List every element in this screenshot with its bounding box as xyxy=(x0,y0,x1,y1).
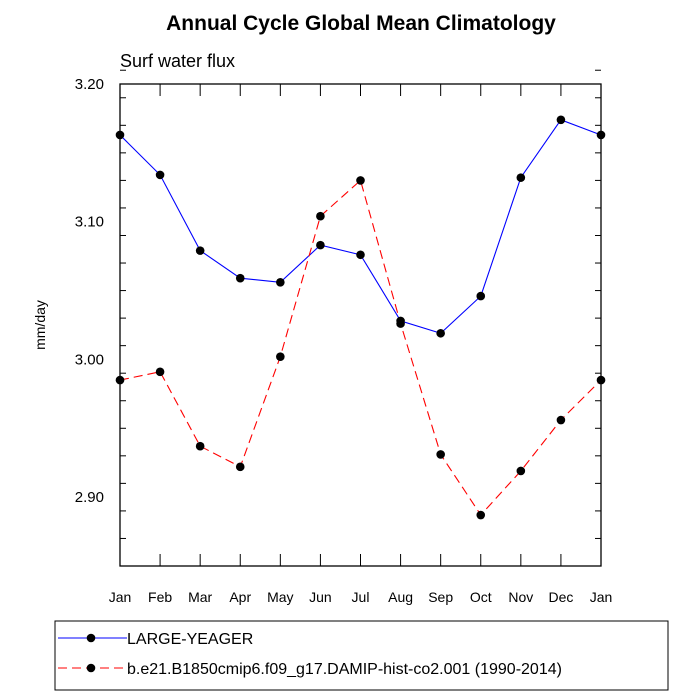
data-point xyxy=(356,250,365,260)
data-point xyxy=(316,240,325,250)
data-point xyxy=(195,441,205,451)
data-point xyxy=(155,367,165,377)
y-axis-label: mm/day xyxy=(32,300,48,350)
x-tick-label: May xyxy=(267,589,293,605)
data-point xyxy=(356,176,365,185)
data-point xyxy=(195,246,205,255)
x-tick-label: Oct xyxy=(470,589,492,605)
y-tick-labels: 2.90 3.00 3.10 3.20 xyxy=(75,76,104,506)
y-tick-label: 3.00 xyxy=(75,351,104,368)
y-tick-label: 2.90 xyxy=(75,489,104,506)
x-tick-label: Dec xyxy=(548,589,573,605)
x-tick-label: Apr xyxy=(229,589,251,605)
series-line-2 xyxy=(119,179,602,516)
y-tick-label: 3.20 xyxy=(75,76,104,93)
data-point xyxy=(556,415,566,425)
chart-title: Annual Cycle Global Mean Climatology xyxy=(166,12,556,35)
data-point xyxy=(516,466,526,476)
legend: LARGE-YEAGER b.e21.B1850cmip6.f09_g17.DAM… xyxy=(54,620,669,691)
data-point xyxy=(476,291,486,301)
axis-ticks xyxy=(119,69,602,567)
data-point xyxy=(276,278,285,287)
plot-frame xyxy=(119,83,602,567)
legend-marker xyxy=(86,633,96,643)
x-tick-label: Sep xyxy=(428,589,453,605)
y-tick-label: 3.10 xyxy=(75,214,104,231)
data-point xyxy=(396,319,405,328)
x-tick-label: Nov xyxy=(508,589,533,605)
chart-subtitle: Surf water flux xyxy=(120,51,235,71)
x-tick-label: Jul xyxy=(352,589,370,605)
data-point xyxy=(235,273,245,283)
x-tick-label: Jun xyxy=(309,589,332,605)
data-point xyxy=(235,462,245,472)
x-tick-label: Jan xyxy=(109,589,132,605)
x-tick-label: Feb xyxy=(148,589,172,605)
data-point xyxy=(155,170,165,180)
x-tick-label: Aug xyxy=(388,589,413,605)
data-point xyxy=(436,328,445,338)
legend-label: LARGE-YEAGER xyxy=(127,631,253,648)
legend-label: b.e21.B1850cmip6.f09_g17.DAMIP-hist-co2.… xyxy=(127,661,562,678)
legend-box xyxy=(54,620,669,691)
series-line-1 xyxy=(119,119,602,334)
legend-entries: LARGE-YEAGER b.e21.B1850cmip6.f09_g17.DAM… xyxy=(58,631,562,678)
series-points xyxy=(115,115,606,520)
data-point xyxy=(516,173,526,182)
x-tick-label: Mar xyxy=(188,589,212,605)
legend-marker xyxy=(86,663,96,673)
data-point xyxy=(556,115,566,125)
data-point xyxy=(476,510,486,520)
x-tick-labels: Jan Feb Mar Apr May Jun Jul Aug Sep Oct Nov Dec Jan xyxy=(109,589,613,605)
data-point xyxy=(316,211,325,221)
data-point xyxy=(436,450,445,459)
data-point xyxy=(276,352,285,361)
x-tick-label: Jan xyxy=(590,589,613,605)
